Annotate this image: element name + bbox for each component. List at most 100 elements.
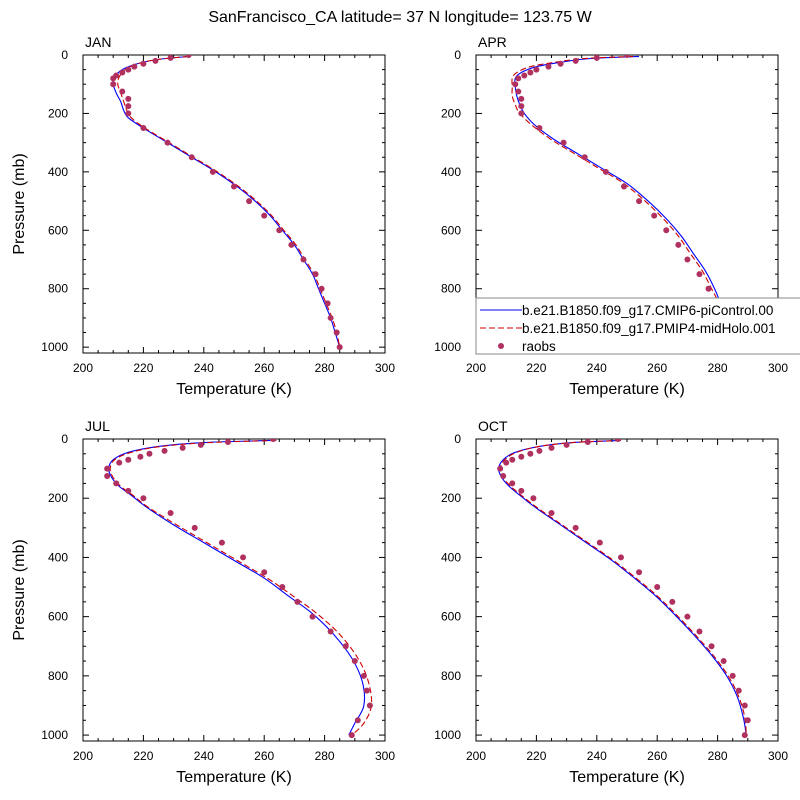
raobs-point (261, 212, 268, 219)
picontrol-series-line (108, 439, 366, 736)
raobs-point (218, 539, 225, 546)
y-tick-label: 0 (61, 432, 68, 446)
raobs-point (545, 63, 552, 70)
y-tick-label: 400 (441, 550, 461, 564)
x-axis-title: Temperature (K) (176, 381, 292, 398)
raobs-point (279, 584, 286, 591)
x-tick-label: 220 (133, 361, 153, 375)
raobs-point (240, 554, 247, 561)
panel-oct: OCT 200 220 240 260 280 300 0 200 400 600 800 1000 Te… (434, 418, 788, 786)
raobs-point (185, 55, 192, 58)
raobs-point (744, 717, 751, 724)
raobs-point (548, 444, 555, 451)
raobs-point (527, 450, 534, 457)
raobs-point (125, 103, 132, 110)
x-tick-label: 200 (73, 749, 93, 763)
raobs-point (636, 569, 643, 576)
raobs-point (140, 125, 147, 132)
raobs-point (512, 81, 519, 88)
x-tick-label: 260 (647, 749, 667, 763)
raobs-point (125, 456, 132, 463)
x-axis-title: Temperature (K) (569, 769, 685, 786)
y-tick-label: 600 (48, 610, 68, 624)
plot-area (104, 439, 373, 739)
raobs-point (336, 344, 343, 351)
x-tick-label: 280 (708, 361, 728, 375)
x-tick-label: 280 (708, 749, 728, 763)
raobs-point (624, 55, 630, 58)
midholo-series-line (499, 439, 747, 736)
y-tick-label: 200 (48, 491, 68, 505)
raobs-point (113, 480, 120, 487)
raobs-point (125, 95, 132, 102)
raobs-point (191, 524, 198, 531)
raobs-point (327, 314, 334, 321)
picontrol-series-line (112, 55, 341, 348)
raobs-point (527, 69, 534, 76)
y-tick-label: 400 (441, 165, 461, 179)
raobs-point (348, 732, 355, 739)
raobs-point (351, 658, 358, 665)
x-tick-label: 260 (647, 361, 667, 375)
raobs-point (509, 456, 516, 463)
raobs-point (584, 439, 591, 445)
raobs-point (354, 717, 361, 724)
raobs-point (179, 444, 186, 451)
y-tick-label: 200 (441, 106, 461, 120)
raobs-point (560, 139, 567, 146)
raobs-point (231, 183, 237, 190)
raobs-point (288, 241, 295, 248)
y-tick-label: 1000 (434, 340, 461, 354)
raobs-point (161, 447, 168, 454)
raobs-point (366, 702, 373, 709)
raobs-point (324, 300, 331, 307)
y-axis-title: Pressure (mb) (11, 539, 28, 640)
raobs-point (684, 613, 691, 620)
raobs-point (572, 524, 579, 531)
raobs-point (593, 55, 600, 61)
raobs-point (548, 510, 555, 517)
y-tick-label: 800 (48, 669, 68, 683)
x-tick-label: 300 (375, 361, 395, 375)
x-tick-label: 240 (587, 361, 607, 375)
raobs-point (503, 459, 510, 466)
raobs-point (188, 154, 195, 161)
raobs-point (318, 285, 325, 292)
legend-entry-label: b.e21.B1850.f09_g17.CMIP6-piControl.00 (522, 303, 773, 318)
raobs-point (533, 66, 540, 73)
midholo-series-line (511, 55, 735, 348)
figure-title: SanFrancisco_CA latitude= 37 N longitude… (208, 9, 592, 26)
raobs-point (675, 241, 682, 248)
raobs-point (614, 439, 621, 442)
raobs-point (300, 256, 307, 263)
raobs-point (333, 329, 340, 336)
y-tick-label: 200 (48, 106, 68, 120)
y-tick-label: 800 (48, 282, 68, 296)
raobs-point (209, 168, 216, 175)
x-tick-label: 200 (73, 361, 93, 375)
plot-frame (475, 438, 779, 742)
midholo-series-line (109, 439, 373, 736)
raobs-point (500, 473, 507, 480)
raobs-point (515, 88, 522, 95)
raobs-point (741, 702, 748, 709)
panel-label: APR (478, 34, 507, 50)
y-tick-label: 600 (48, 223, 68, 237)
y-tick-label: 1000 (41, 728, 68, 742)
raobs-point (669, 598, 676, 605)
legend-entry-label: b.e21.B1850.f09_g17.PMIP4-midHolo.001 (522, 321, 776, 336)
raobs-point (294, 598, 301, 605)
raobs-point (152, 57, 159, 64)
raobs-point (119, 88, 126, 95)
raobs-point (530, 495, 537, 502)
y-tick-label: 0 (454, 432, 461, 446)
raobs-point (620, 183, 627, 190)
raobs-point (515, 75, 522, 82)
x-tick-label: 260 (254, 749, 274, 763)
raobs-point (557, 60, 564, 67)
y-tick-label: 800 (441, 282, 461, 296)
panel-jul: JUL 200 220 240 260 280 300 0 200 400 600 800 1000 Te… (11, 418, 395, 786)
raobs-point (270, 439, 277, 442)
panel-label: JAN (85, 34, 111, 50)
y-tick-label: 400 (48, 165, 68, 179)
